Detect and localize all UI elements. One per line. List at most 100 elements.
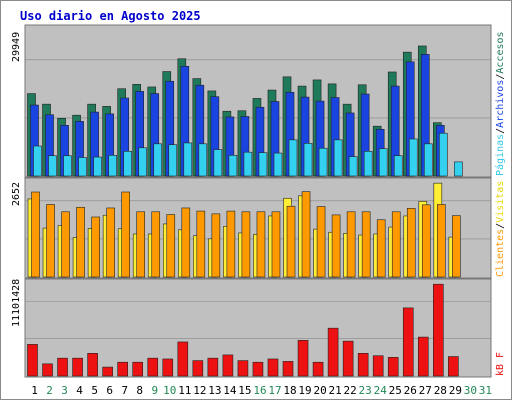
legend-middle: Clientes/Visitas [495,181,506,277]
x-tick-label: 19 [298,384,311,397]
bar-kb [207,357,219,377]
bar-paginas [78,157,87,177]
bar-kb [417,336,429,377]
bar-kb [162,358,174,377]
bar-kb [42,363,53,377]
bar-paginas [48,155,57,177]
panel-bottom-bars [27,283,459,377]
bar-kb [433,283,444,377]
bottom-ymax-label: 11101428 [11,279,22,327]
bar-paginas [318,147,328,177]
bar-clientes [316,206,326,278]
bar-paginas [348,156,358,177]
bar-kb [177,341,189,377]
panel-middle-bars [27,182,461,278]
bar-clientes [271,211,281,278]
legend-archivos: Archivos [495,80,506,128]
bar-paginas [333,139,343,177]
bar-paginas [363,151,373,177]
x-tick-label: 9 [151,384,158,397]
bar-paginas [33,145,42,177]
bar-clientes [91,216,100,278]
x-axis-labels: 1 2 3 4 5 6 7 8 9 10 11 12 13 14 15 16 17 18 19 20 21 22 23 24 2… [31,384,492,397]
legend-accesos: Accesos [495,31,506,73]
x-tick-label: 3 [61,384,68,397]
bar-paginas [258,152,268,177]
x-tick-label: 10 [163,384,176,397]
legend-separator: / [495,74,506,80]
bar-kb [222,354,234,377]
legend-separator: / [495,128,506,134]
x-tick-label: 26 [404,384,417,397]
legend-visitas: Visitas [495,181,506,223]
bar-paginas [439,132,448,177]
bar-clientes [31,191,40,278]
bar-paginas [63,155,72,177]
x-tick-label: 4 [76,384,83,397]
bar-clientes [136,211,146,278]
bar-kb [72,357,83,377]
bar-paginas [108,154,117,177]
legend-clientes: Clientes [495,229,506,277]
bar-paginas [183,142,193,177]
legend-separator: / [495,223,506,229]
bar-paginas [228,154,238,177]
x-tick-label: 29 [449,384,462,397]
x-tick-label: 11 [178,384,191,397]
bar-paginas [303,143,313,177]
bar-clientes [301,191,311,278]
bar-clientes [331,214,341,278]
legend-top: Páginas/Archivos/Accesos [494,31,506,176]
bar-paginas [168,144,178,177]
bar-clientes [226,210,236,278]
x-tick-label: 25 [389,384,402,397]
bar-kb [267,358,279,377]
bar-paginas [243,151,253,177]
bar-paginas [273,152,283,177]
bar-kb [357,353,369,377]
x-tick-label: 17 [268,384,281,397]
bar-kb [87,353,98,377]
bar-paginas [454,161,463,177]
x-tick-label: 1 [31,384,38,397]
bar-kb [327,327,339,377]
x-tick-label: 22 [344,384,357,397]
bar-kb [282,361,294,377]
bar-kb [402,307,414,377]
x-tick-label: 5 [91,384,98,397]
legend-bottom: kB F [495,352,506,376]
bar-kb [132,361,144,377]
x-tick-label: 13 [208,384,221,397]
chart-title: Uso diario en Agosto 2025 [20,9,201,23]
x-tick-label: 12 [193,384,206,397]
bar-clientes [437,204,446,278]
bar-clientes [406,208,416,278]
bar-paginas [393,155,403,177]
panel-top [24,24,492,178]
bar-kb [252,361,264,377]
bar-kb [342,340,354,377]
bar-paginas [288,139,298,177]
bar-kb [117,361,128,377]
bar-kb [192,360,204,377]
bar-kb [27,344,38,377]
x-tick-label: 6 [106,384,113,397]
bar-clientes [46,204,55,278]
bar-kb [147,357,159,377]
bar-paginas [123,151,132,177]
top-ymax-label: 29949 [11,32,22,62]
x-tick-label: 21 [328,384,341,397]
bar-paginas [378,148,388,177]
x-tick-label: 8 [136,384,143,397]
bar-clientes [421,204,431,278]
bar-clientes [211,213,221,278]
x-tick-label: 16 [253,384,266,397]
bar-clientes [376,219,386,278]
bar-clientes [391,211,401,278]
x-tick-label: 27 [419,384,432,397]
bar-kb [57,357,68,377]
bar-clientes [196,210,206,278]
x-tick-label: 7 [121,384,128,397]
x-tick-label: 23 [359,384,372,397]
